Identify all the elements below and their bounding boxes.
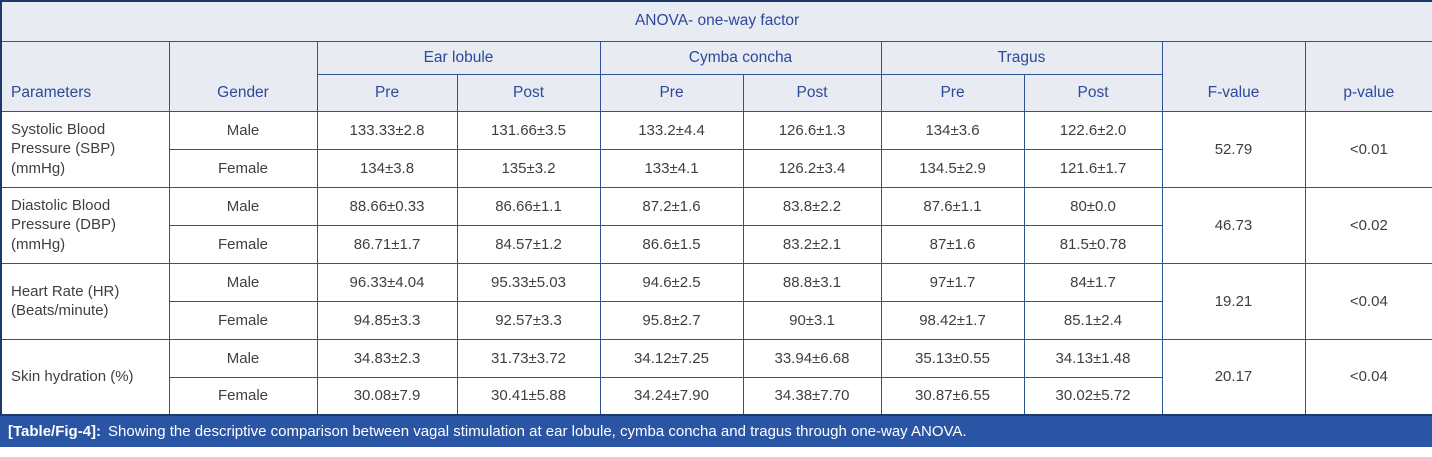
value-cell: 95.33±5.03 <box>456 262 601 302</box>
header-p-value: p-value <box>1304 40 1432 112</box>
anova-table: ANOVA- one-way factor Parameters Gender … <box>0 0 1432 416</box>
value-cell: 134.5±2.9 <box>880 148 1025 188</box>
value-cell: 121.6±1.7 <box>1023 148 1163 188</box>
value-cell: 33.94±6.68 <box>742 338 882 378</box>
p-value-cell: <0.02 <box>1304 186 1432 264</box>
value-cell: 86.6±1.5 <box>599 224 744 264</box>
header-cymba-pre: Pre <box>599 73 744 112</box>
value-cell: 30.41±5.88 <box>456 376 601 416</box>
value-cell: 95.8±2.7 <box>599 300 744 340</box>
header-f-value: F-value <box>1161 40 1306 112</box>
value-cell: 96.33±4.04 <box>316 262 458 302</box>
value-cell: 34.38±7.70 <box>742 376 882 416</box>
value-cell: 34.12±7.25 <box>599 338 744 378</box>
value-cell: 87.2±1.6 <box>599 186 744 226</box>
parameter-label: Systolic Blood Pressure (SBP) (mmHg) <box>0 110 170 188</box>
value-cell: 86.66±1.1 <box>456 186 601 226</box>
f-value-cell: 19.21 <box>1161 262 1306 340</box>
header-group-cymba-concha: Cymba concha <box>599 40 882 75</box>
value-cell: 83.8±2.2 <box>742 186 882 226</box>
value-cell: 86.71±1.7 <box>316 224 458 264</box>
gender-cell: Male <box>168 338 318 378</box>
header-ear-pre: Pre <box>316 73 458 112</box>
value-cell: 94.6±2.5 <box>599 262 744 302</box>
value-cell: 97±1.7 <box>880 262 1025 302</box>
gender-cell: Female <box>168 300 318 340</box>
value-cell: 87±1.6 <box>880 224 1025 264</box>
header-group-ear-lobule: Ear lobule <box>316 40 601 75</box>
value-cell: 90±3.1 <box>742 300 882 340</box>
value-cell: 81.5±0.78 <box>1023 224 1163 264</box>
value-cell: 133.2±4.4 <box>599 110 744 150</box>
value-cell: 30.87±6.55 <box>880 376 1025 416</box>
p-value-cell: <0.01 <box>1304 110 1432 188</box>
value-cell: 134±3.6 <box>880 110 1025 150</box>
table-title: ANOVA- one-way factor <box>0 0 1432 42</box>
value-cell: 98.42±1.7 <box>880 300 1025 340</box>
value-cell: 83.2±2.1 <box>742 224 882 264</box>
value-cell: 30.08±7.9 <box>316 376 458 416</box>
header-tragus-pre: Pre <box>880 73 1025 112</box>
value-cell: 122.6±2.0 <box>1023 110 1163 150</box>
value-cell: 135±3.2 <box>456 148 601 188</box>
value-cell: 88.8±3.1 <box>742 262 882 302</box>
gender-cell: Female <box>168 224 318 264</box>
value-cell: 133.33±2.8 <box>316 110 458 150</box>
value-cell: 126.6±1.3 <box>742 110 882 150</box>
table-caption: [Table/Fig-4]: Showing the descriptive c… <box>0 416 1432 447</box>
value-cell: 30.02±5.72 <box>1023 376 1163 416</box>
value-cell: 133±4.1 <box>599 148 744 188</box>
parameter-label: Diastolic Blood Pressure (DBP) (mmHg) <box>0 186 170 264</box>
p-value-cell: <0.04 <box>1304 338 1432 416</box>
f-value-cell: 20.17 <box>1161 338 1306 416</box>
bottom-margin <box>0 447 1432 454</box>
f-value-cell: 46.73 <box>1161 186 1306 264</box>
value-cell: 35.13±0.55 <box>880 338 1025 378</box>
value-cell: 85.1±2.4 <box>1023 300 1163 340</box>
value-cell: 84.57±1.2 <box>456 224 601 264</box>
gender-cell: Female <box>168 376 318 416</box>
gender-cell: Male <box>168 186 318 226</box>
value-cell: 126.2±3.4 <box>742 148 882 188</box>
f-value-cell: 52.79 <box>1161 110 1306 188</box>
value-cell: 31.73±3.72 <box>456 338 601 378</box>
header-group-tragus: Tragus <box>880 40 1163 75</box>
value-cell: 134±3.8 <box>316 148 458 188</box>
p-value-cell: <0.04 <box>1304 262 1432 340</box>
value-cell: 34.83±2.3 <box>316 338 458 378</box>
header-cymba-post: Post <box>742 73 882 112</box>
value-cell: 88.66±0.33 <box>316 186 458 226</box>
parameter-label: Heart Rate (HR) (Beats/minute) <box>0 262 170 340</box>
gender-cell: Male <box>168 262 318 302</box>
value-cell: 131.66±3.5 <box>456 110 601 150</box>
value-cell: 34.13±1.48 <box>1023 338 1163 378</box>
header-parameters: Parameters <box>0 40 170 112</box>
gender-cell: Male <box>168 110 318 150</box>
header-gender: Gender <box>168 40 318 112</box>
value-cell: 87.6±1.1 <box>880 186 1025 226</box>
parameter-label: Skin hydration (%) <box>0 338 170 416</box>
value-cell: 80±0.0 <box>1023 186 1163 226</box>
caption-text: Showing the descriptive comparison betwe… <box>108 423 967 440</box>
value-cell: 94.85±3.3 <box>316 300 458 340</box>
header-tragus-post: Post <box>1023 73 1163 112</box>
caption-label: [Table/Fig-4]: <box>8 423 102 440</box>
header-ear-post: Post <box>456 73 601 112</box>
value-cell: 84±1.7 <box>1023 262 1163 302</box>
value-cell: 92.57±3.3 <box>456 300 601 340</box>
value-cell: 34.24±7.90 <box>599 376 744 416</box>
gender-cell: Female <box>168 148 318 188</box>
